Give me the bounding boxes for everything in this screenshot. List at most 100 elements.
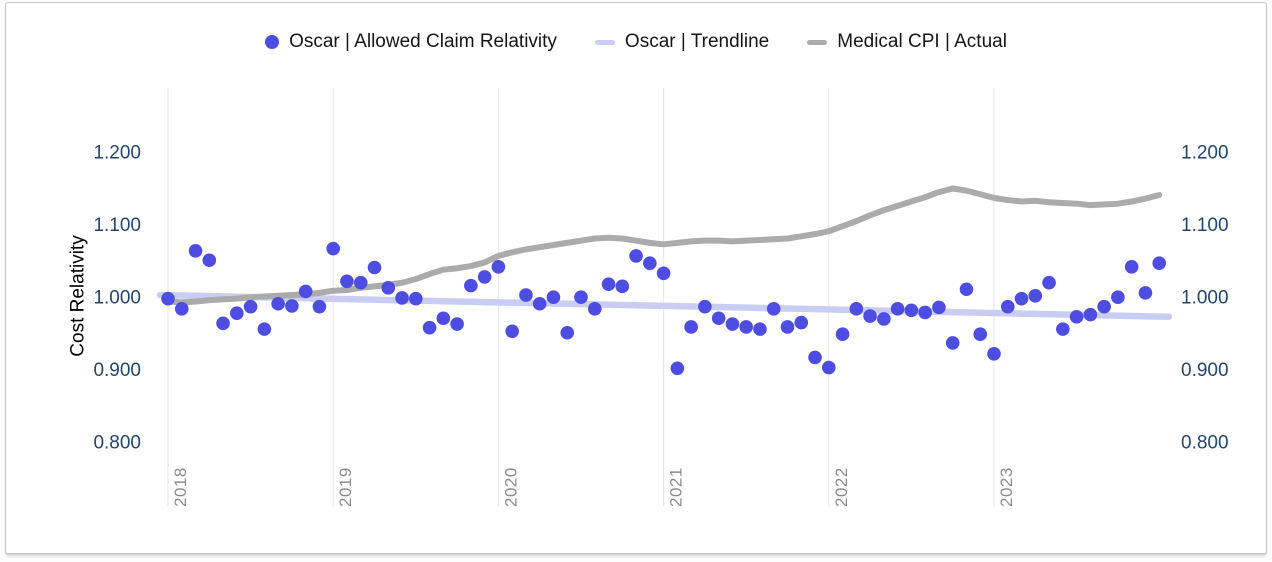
data-point — [1014, 291, 1029, 306]
data-point — [326, 241, 341, 256]
data-point — [615, 279, 630, 294]
x-tick-label: 2019 — [336, 467, 355, 507]
data-point — [601, 277, 616, 291]
trendline-dash-marker-icon — [594, 39, 615, 45]
data-point — [1097, 299, 1111, 314]
data-point — [257, 322, 272, 336]
data-point — [835, 327, 850, 342]
data-point — [1042, 275, 1056, 290]
data-point — [505, 324, 519, 339]
data-point — [312, 299, 327, 314]
y-tick-label-right: 1.200 — [1181, 143, 1229, 164]
data-point — [670, 361, 685, 376]
data-point — [725, 317, 740, 331]
data-point — [1000, 299, 1015, 314]
y-axis-title: Cost Relativity — [67, 235, 89, 357]
y-tick-label-right: 1.000 — [1181, 288, 1229, 309]
data-point — [766, 302, 781, 316]
data-point — [161, 291, 175, 306]
x-tick-label: 2020 — [501, 467, 520, 507]
data-point — [780, 320, 795, 334]
data-point — [656, 266, 671, 281]
legend: Oscar | Allowed Claim Relativity Oscar |… — [0, 31, 1272, 53]
data-point — [629, 249, 643, 263]
data-point — [711, 311, 726, 326]
x-tick-label: 2018 — [171, 467, 190, 507]
data-point — [422, 320, 437, 335]
data-point — [174, 302, 189, 316]
data-point — [381, 281, 396, 295]
data-point — [436, 311, 451, 326]
data-point — [188, 244, 203, 258]
data-point — [519, 288, 533, 302]
x-tick-label: 2023 — [997, 467, 1016, 507]
data-point — [587, 302, 602, 316]
legend-item-oscar-claim-relativity[interactable]: Oscar | Allowed Claim Relativity — [265, 31, 557, 53]
data-point — [863, 309, 877, 323]
data-point — [945, 336, 960, 350]
x-tick-label: 2022 — [832, 467, 851, 507]
data-point — [973, 327, 988, 342]
data-point — [918, 305, 932, 320]
oscar-trendline — [156, 291, 1173, 321]
data-point — [987, 346, 1001, 361]
medical-cpi-line — [165, 185, 1163, 306]
legend-label: Medical CPI | Actual — [837, 31, 1007, 52]
data-point — [395, 291, 409, 305]
y-tick-label-right: 0.800 — [1181, 433, 1229, 454]
data-point — [243, 299, 258, 314]
data-point — [753, 322, 767, 336]
data-point — [202, 253, 217, 268]
data-point — [822, 360, 836, 375]
data-point — [450, 317, 464, 331]
data-point — [340, 274, 354, 289]
data-point — [574, 290, 588, 305]
data-point — [1028, 288, 1043, 303]
data-point — [560, 325, 575, 340]
data-point — [1069, 310, 1084, 324]
data-point — [367, 260, 382, 275]
data-point — [464, 278, 478, 293]
data-point — [904, 303, 919, 318]
legend-item-oscar-trendline[interactable]: Oscar | Trendline — [594, 31, 770, 53]
data-point — [643, 256, 657, 270]
data-point — [491, 259, 506, 274]
data-point — [1111, 290, 1125, 305]
data-point — [684, 320, 698, 334]
data-point — [298, 284, 313, 299]
data-point — [532, 296, 547, 311]
y-tick-label-right: 0.900 — [1181, 360, 1229, 381]
x-tick-label: 2021 — [667, 467, 686, 507]
data-point — [285, 299, 299, 313]
chart-card — [5, 2, 1267, 554]
data-point — [932, 300, 946, 315]
data-point — [1124, 259, 1139, 274]
data-point — [739, 320, 754, 334]
data-point — [698, 299, 712, 314]
data-point — [409, 291, 423, 306]
data-point — [808, 350, 822, 365]
data-point — [1138, 286, 1153, 300]
y-tick-label-left: 0.800 — [93, 433, 141, 454]
y-tick-label-right: 1.100 — [1181, 215, 1229, 236]
data-point — [216, 316, 230, 331]
legend-item-medical-cpi[interactable]: Medical CPI | Actual — [807, 31, 1007, 53]
cpi-dash-marker-icon — [807, 39, 828, 45]
data-point — [1083, 307, 1098, 322]
data-point — [794, 315, 809, 330]
y-tick-label-left: 0.900 — [93, 360, 141, 381]
data-point — [353, 275, 368, 290]
data-point — [959, 282, 974, 297]
data-point — [890, 302, 905, 316]
data-point — [1152, 256, 1167, 270]
data-point — [546, 290, 561, 305]
scatter-dot-marker-icon — [265, 35, 280, 49]
data-point — [477, 270, 492, 284]
data-point — [230, 306, 244, 320]
data-point — [877, 312, 891, 326]
y-tick-label-left: 1.100 — [93, 215, 141, 236]
y-tick-label-left: 1.200 — [93, 143, 141, 164]
data-point — [271, 296, 285, 311]
legend-label: Oscar | Trendline — [624, 31, 770, 52]
